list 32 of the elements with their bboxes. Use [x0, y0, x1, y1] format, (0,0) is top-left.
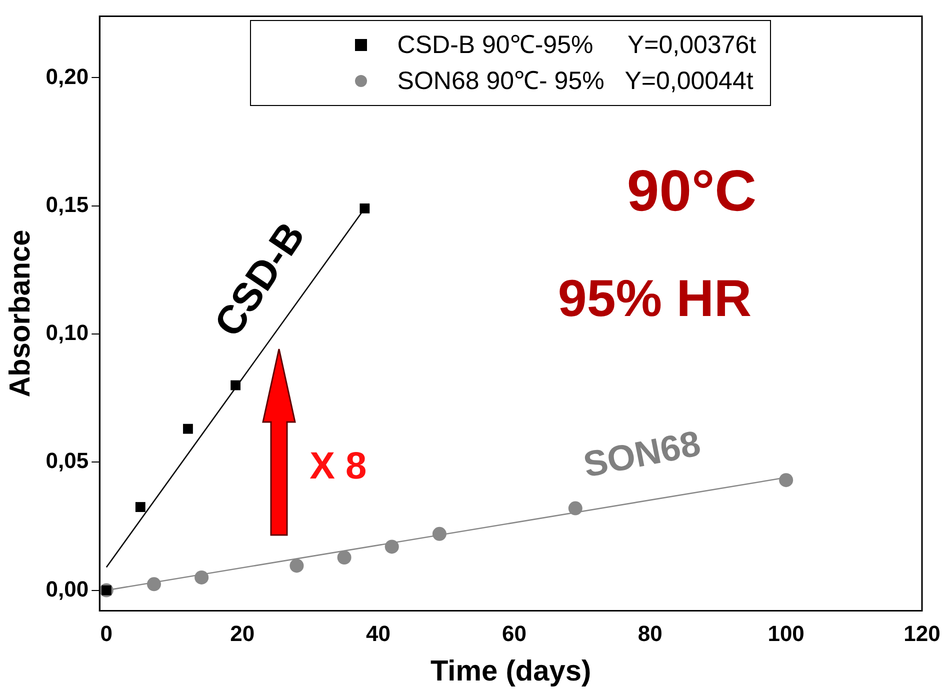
point: [384, 540, 399, 554]
x-tick-label: 40: [366, 621, 391, 646]
x-tick-label: 80: [638, 621, 662, 646]
y-tick-label: 0,00: [46, 576, 89, 602]
y-tick-label: 0,15: [46, 192, 89, 217]
annotation: X 8: [310, 446, 367, 488]
point: [146, 577, 161, 592]
point: [360, 203, 370, 214]
legend-label: CSD-B 90℃-95% Y=0,00376t: [397, 30, 756, 62]
x-axis-title: Time (days): [430, 656, 592, 688]
point: [779, 473, 794, 488]
point: [135, 502, 146, 512]
point: [432, 526, 446, 541]
y-tick-label: 0,20: [46, 64, 89, 89]
x-tick-label: 20: [230, 621, 255, 646]
annotation: SON68: [580, 422, 704, 486]
point: [290, 558, 304, 573]
point: [230, 380, 240, 390]
y-axis-title: Absorbance: [4, 230, 36, 398]
y-tick-label: 0,10: [46, 320, 89, 346]
point: [337, 550, 352, 564]
x-tick-label: 120: [904, 621, 940, 646]
legend-label: SON68 90℃- 95% Y=0,00044t: [397, 66, 754, 98]
annotation: 95% HR: [558, 270, 752, 328]
x-tick-label: 60: [502, 621, 526, 646]
annotation: 90°C: [626, 158, 757, 224]
point: [183, 424, 193, 434]
y-tick-label: 0,05: [46, 448, 89, 474]
x-tick-label: 0: [100, 621, 113, 646]
point: [194, 570, 209, 584]
point: [568, 501, 582, 516]
x-tick-label: 100: [768, 621, 804, 646]
